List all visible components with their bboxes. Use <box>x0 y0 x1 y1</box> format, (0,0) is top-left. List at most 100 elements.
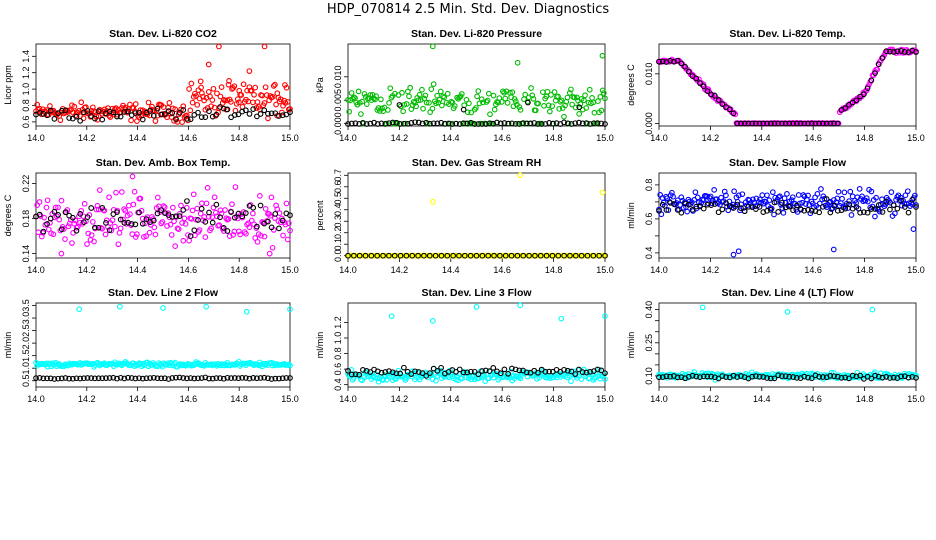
y-tick-label: 0.7 <box>333 169 343 182</box>
data-point <box>168 232 175 238</box>
data-point <box>60 226 67 232</box>
y-tick-label: 0.1 <box>333 238 343 251</box>
black-data-point <box>689 206 696 213</box>
black-data-point <box>287 109 293 116</box>
data-point <box>262 84 269 91</box>
data-point <box>461 102 468 109</box>
data-point <box>346 108 353 115</box>
data-point <box>805 192 811 199</box>
black-data-point <box>180 107 187 113</box>
black-data-point <box>47 215 54 222</box>
x-tick-label: 14.0 <box>650 265 668 275</box>
black-data-point <box>367 120 374 127</box>
black-data-point <box>719 373 726 379</box>
black-data-point <box>261 107 268 114</box>
black-data-point <box>473 252 480 259</box>
black-data-point <box>756 204 763 210</box>
panel-title: Stan. Dev. Sample Flow <box>729 157 847 169</box>
data-point <box>516 104 523 110</box>
data-point <box>71 103 78 110</box>
data-point <box>439 102 445 109</box>
x-tick-label: 14.6 <box>804 394 822 404</box>
black-data-point <box>497 120 504 127</box>
data-point <box>407 84 414 91</box>
black-data-point <box>667 57 674 64</box>
black-data-point <box>864 85 871 92</box>
black-data-point <box>254 223 260 230</box>
data-point <box>595 98 601 104</box>
data-point <box>91 238 97 245</box>
data-point <box>203 200 210 207</box>
data-point <box>428 86 435 92</box>
black-data-point <box>434 368 441 374</box>
data-point <box>882 201 889 208</box>
black-data-point <box>276 225 282 232</box>
black-data-point <box>872 206 878 212</box>
black-data-point <box>509 365 515 372</box>
data-point <box>448 98 455 105</box>
data-point <box>102 231 109 238</box>
data-point <box>190 191 197 198</box>
outlier-point <box>599 52 606 59</box>
y-tick-label: 0.10 <box>644 367 654 385</box>
data-point <box>81 200 88 207</box>
data-point <box>57 117 64 124</box>
black-data-point <box>235 375 242 382</box>
data-point <box>491 106 498 113</box>
y-tick-label: 0.2 <box>333 226 343 239</box>
y-tick-label: 0.25 <box>644 334 654 352</box>
black-data-point <box>198 114 205 121</box>
data-point <box>906 200 912 207</box>
data-point <box>282 221 289 228</box>
black-data-point <box>564 120 571 127</box>
data-point <box>872 369 878 375</box>
data-point <box>475 88 482 94</box>
black-data-point <box>685 373 692 380</box>
black-data-point <box>103 375 109 382</box>
points <box>33 303 293 382</box>
black-data-point <box>121 109 128 115</box>
data-point <box>178 202 184 209</box>
data-point <box>127 211 133 217</box>
black-data-point <box>279 375 286 382</box>
black-data-point <box>879 374 886 381</box>
black-data-point <box>456 366 463 373</box>
data-point <box>769 189 776 196</box>
black-data-point <box>362 252 369 259</box>
black-data-point <box>103 220 109 226</box>
black-data-point <box>730 110 737 117</box>
black-data-point <box>875 202 882 208</box>
data-point <box>214 90 220 97</box>
black-data-point <box>44 221 50 227</box>
black-data-point <box>397 370 403 377</box>
data-point <box>902 192 909 199</box>
y-tick-label: 0.8 <box>644 179 654 192</box>
x-tick-label: 14.4 <box>753 133 771 143</box>
black-data-point <box>523 120 530 127</box>
black-data-point <box>36 211 43 218</box>
data-point <box>146 229 153 236</box>
x-tick-label: 14.0 <box>650 133 668 143</box>
data-point <box>285 361 292 368</box>
black-data-point <box>756 373 763 380</box>
data-point <box>76 107 82 114</box>
data-point <box>187 107 194 114</box>
data-point <box>172 243 179 249</box>
black-data-point <box>898 373 904 380</box>
black-data-point <box>678 60 685 67</box>
panel-title: Stan. Dev. Line 2 Flow <box>108 287 219 299</box>
black-data-point <box>51 208 58 215</box>
black-data-point <box>220 375 227 382</box>
black-data-point <box>348 120 355 127</box>
data-point <box>464 109 471 116</box>
black-data-point <box>479 368 485 374</box>
data-point <box>706 194 713 201</box>
black-data-point <box>77 375 84 382</box>
data-point <box>94 202 101 209</box>
data-point <box>856 185 863 192</box>
data-point <box>120 216 126 223</box>
outlier-point <box>203 303 210 310</box>
black-data-point <box>909 196 916 203</box>
black-data-point <box>180 207 187 213</box>
black-data-point <box>587 121 593 127</box>
